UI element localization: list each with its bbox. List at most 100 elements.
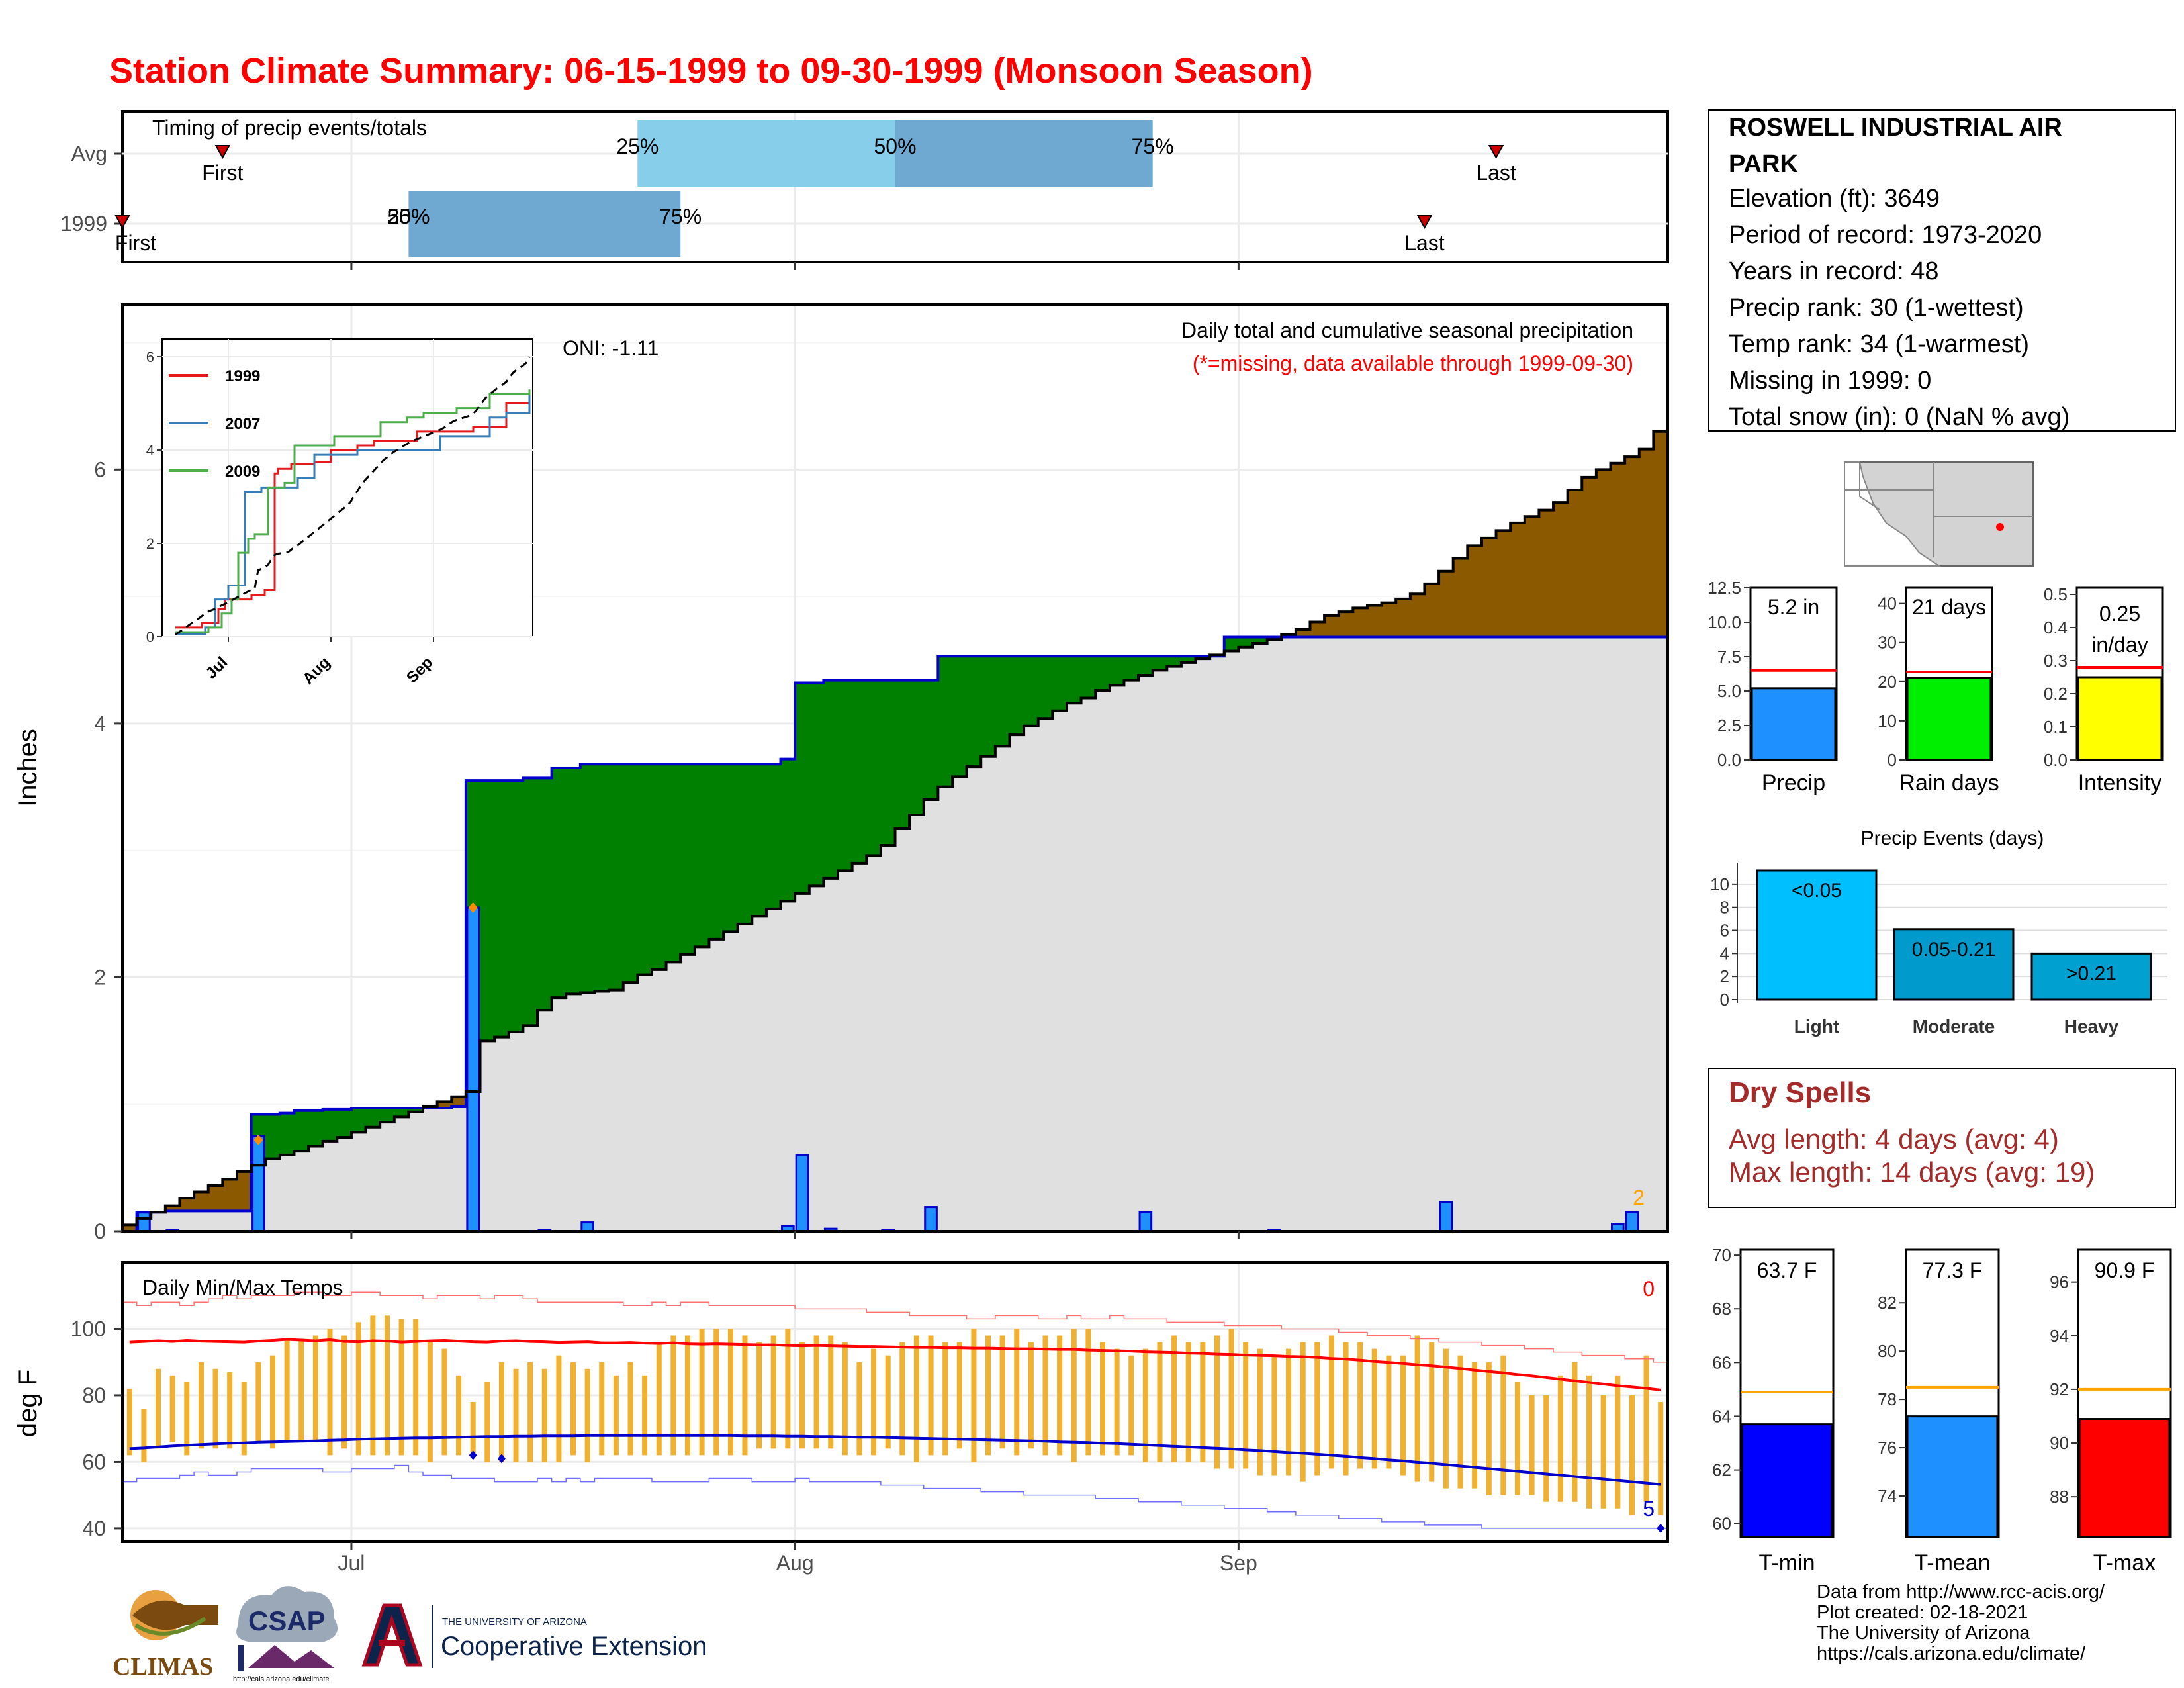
timing-row-label: Avg [71,142,107,165]
inset-average-line [175,356,531,635]
temp-bar-ytick-label: 90 [2050,1433,2069,1453]
precip-events-title: Precip Events (days) [1861,827,2044,849]
below-average-area [1324,615,1340,637]
temp-range-bar [699,1329,705,1456]
precip-events-ytick-label: 4 [1720,943,1729,963]
above-average-area [838,680,853,871]
below-average-area [1295,629,1310,637]
temp-range-bar [1314,1342,1320,1476]
temp-range-bar [1357,1342,1363,1469]
above-average-area [723,764,739,932]
temp-range-bar [384,1315,390,1456]
temp-range-bar [1400,1355,1406,1476]
summary-ytick-label: 5.0 [1717,681,1741,701]
timing-marker-label: First [115,231,156,255]
temp-bar-ytick-label: 64 [1712,1406,1731,1426]
csap-logo: CSAP http://cals.arizona.edu/climate [233,1586,338,1683]
station-info-line: Temp rank: 34 (1-warmest) [1729,330,2029,358]
summary-bar-label: Rain days [1899,771,1999,796]
summary-ytick-label: 0.0 [1717,750,1741,770]
temp-range-bar [742,1335,748,1456]
below-average-area [1467,545,1482,637]
tmax-record-line [122,1291,1668,1363]
timing-marker-label: Last [1476,161,1516,185]
below-average-area [1367,605,1383,637]
temp-bar-ytick-label: 82 [1878,1293,1897,1313]
temp-range-bar [1457,1355,1463,1489]
above-average-area [294,1110,309,1152]
above-average-area [680,764,696,955]
timing-q50-label: 50% [387,205,430,228]
above-average-area [380,1107,395,1123]
above-average-area [1009,656,1024,735]
x-axis-months: Jul Aug Sep [338,1231,1257,1575]
cumulative-fill [122,637,1668,1231]
temp-range-bar [1071,1329,1077,1462]
above-average-area [566,768,581,994]
summary-ytick-label: 10 [1878,711,1897,731]
temp-range-bar [284,1338,290,1442]
temp-range-bar [527,1362,533,1462]
missing-count: 2 [1633,1186,1645,1209]
temp-range-bar [1414,1335,1420,1482]
above-average-area [337,1109,352,1138]
below-average-area [1424,583,1439,637]
above-average-area [880,680,895,845]
tmax-average-line [129,1338,1661,1391]
above-average-area [823,680,839,878]
station-info-box: ROSWELL INDUSTRIAL AIR PARK Elevation (f… [1708,109,2176,432]
timing-marker-label: First [202,161,243,185]
below-average-area [1439,571,1454,637]
inset-ytick-label: 6 [146,349,154,365]
temp-range-bar [871,1348,877,1456]
temp-range-bar [842,1342,848,1456]
temp-range-bar [1500,1355,1506,1495]
temp-count-bottom: 5 [1643,1497,1655,1521]
temp-range-bar [1629,1395,1635,1515]
station-info-line: Elevation (ft): 3649 [1729,185,1940,212]
temp-range-bar [156,1368,161,1449]
above-average-area [1066,656,1082,704]
temp-range-bar [255,1362,261,1442]
above-average-area [666,764,681,962]
missing-marker [253,1134,263,1145]
below-average-area [1396,598,1411,637]
above-average-area [1124,656,1139,680]
timing-q50-label: 50% [874,134,916,158]
station-name-line2: PARK [1729,150,1798,178]
temp-range-bar [785,1329,791,1449]
temp-ytick-label: 60 [82,1450,106,1474]
temp-range-bar [241,1382,247,1456]
station-name-line1: ROSWELL INDUSTRIAL AIR [1729,114,2062,142]
temp-record-marker [497,1454,506,1464]
temp-range-bar [484,1382,490,1462]
precip-ytick-label: 2 [94,965,106,989]
daily-precip-bar [580,1221,594,1233]
below-average-area [437,1102,452,1108]
below-average-area [194,1192,209,1211]
precip-subtitle: Daily total and cumulative seasonal prec… [1181,318,1633,342]
x-tick-label: Jul [338,1551,365,1575]
below-average-area [122,1225,138,1231]
temp-bar-ytick-label: 60 [1712,1514,1731,1534]
timing-q75-label: 75% [659,205,702,228]
above-average-area [480,780,495,1041]
temp-range-bar [1286,1348,1292,1476]
temp-range-bar [1228,1329,1234,1469]
temp-y-axis: 40 60 80 100 [71,1317,122,1540]
temp-range-bar [1142,1348,1148,1462]
temp-range-bar [1300,1342,1306,1482]
temp-bar-value [1741,1423,1833,1538]
timing-panel: Timing of precip events/totals Avg 25% 50%… [60,110,1669,270]
summary-bar-value [2077,676,2163,761]
below-average-area [1410,594,1425,637]
below-average-area [1481,538,1497,637]
daily-precip-bar [1439,1201,1453,1233]
below-average-area [1553,502,1569,637]
dry-spells-avg: Avg length: 4 days (avg: 4) [1729,1123,2059,1154]
temp-range-bar [1429,1342,1435,1482]
temp-bar-label: T-max [2093,1550,2156,1575]
precip-ylabel: Inches [13,729,42,807]
above-average-area [952,656,968,777]
